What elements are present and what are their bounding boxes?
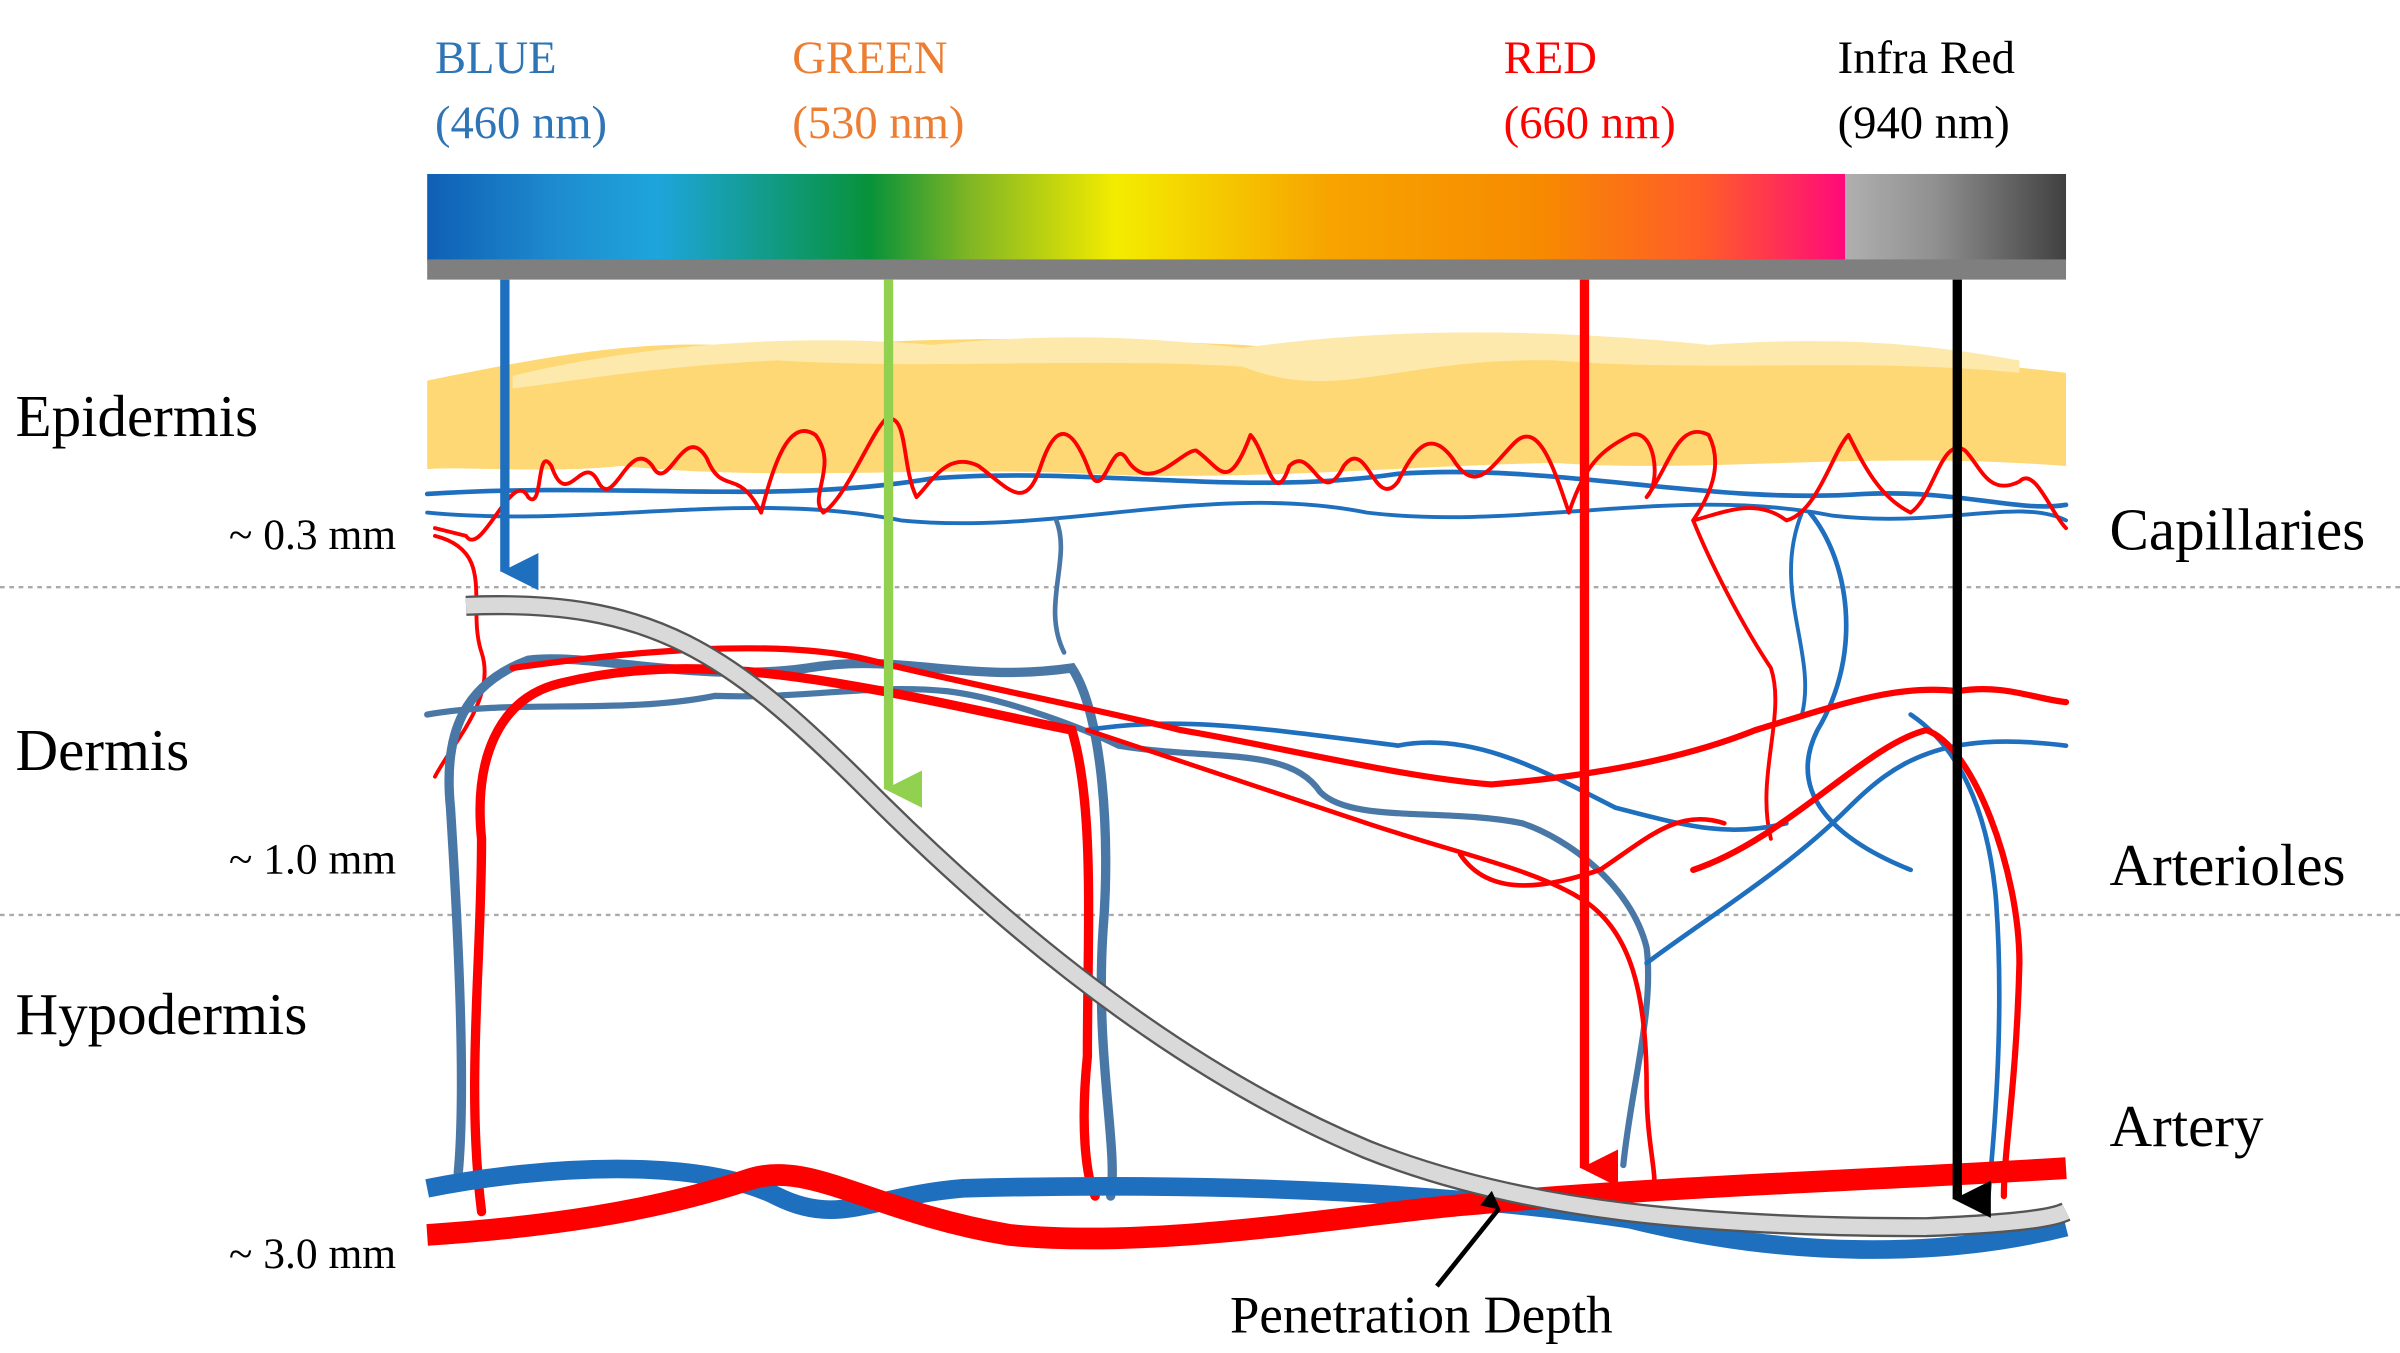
depth-label: ~ 3.0 mm [229, 1230, 396, 1278]
annotation-arrow [1435, 1190, 1501, 1288]
vessel-label: Capillaries [2110, 496, 2366, 562]
band-name: RED [1504, 32, 1597, 84]
spectrum-bar [427, 173, 2067, 261]
vessel-label: Artery [2110, 1093, 2265, 1159]
band-name: Infra Red [1838, 32, 2015, 84]
vessel-label: Arterioles [2110, 832, 2346, 898]
penetration-curve [465, 597, 2070, 1235]
annotation: Penetration Depth [1230, 1287, 1613, 1345]
layer-label: Epidermis [16, 383, 259, 449]
band-wavelength: (940 nm) [1838, 97, 2010, 149]
band-name: BLUE [435, 32, 557, 84]
layer-label: Hypodermis [16, 981, 308, 1047]
band-name: GREEN [792, 32, 947, 84]
band-wavelength: (460 nm) [435, 97, 607, 149]
band-wavelength: (530 nm) [792, 97, 964, 149]
layer-label: Dermis [16, 717, 190, 783]
artery [426, 1157, 2067, 1250]
spectrum-base [427, 259, 2067, 280]
depth-label: ~ 0.3 mm [229, 511, 396, 559]
band-wavelength: (660 nm) [1504, 97, 1676, 149]
depth-label: ~ 1.0 mm [229, 836, 396, 884]
arterioles [424, 645, 2070, 1217]
capillaries [424, 416, 2069, 873]
vein [425, 1159, 2069, 1259]
epidermis-layer [427, 339, 2067, 476]
